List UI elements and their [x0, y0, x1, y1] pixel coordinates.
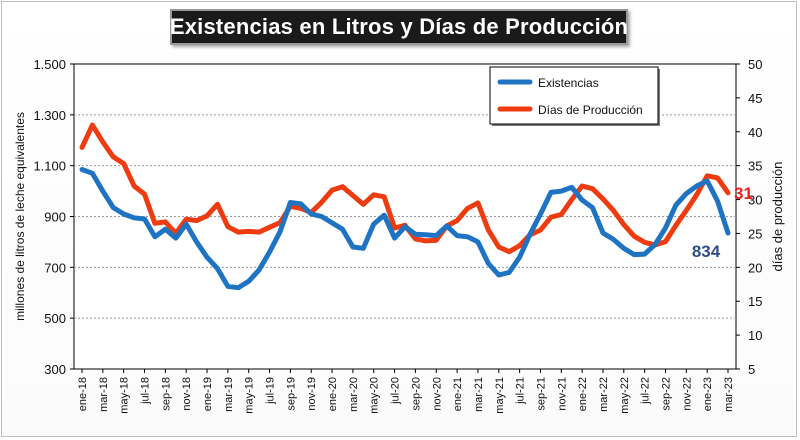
- y-left-tick-label: 700: [44, 260, 66, 275]
- y-right-tick-label: 5: [748, 362, 755, 377]
- end-label-existencias: 834: [692, 242, 721, 261]
- x-tick-label: nov-19: [306, 377, 318, 411]
- x-tick-label: ene-18: [77, 377, 89, 411]
- x-tick-label: may-19: [244, 377, 256, 414]
- x-tick-label: ene-23: [702, 377, 714, 411]
- x-tick-label: jul-21: [515, 377, 527, 405]
- chart-title: Existencias en Litros y Días de Producci…: [169, 14, 629, 39]
- y-left-tick-label: 900: [44, 210, 66, 225]
- x-tick-label: mar-23: [723, 377, 735, 412]
- x-tick-label: sep-22: [660, 377, 672, 411]
- y-right-tick-label: 20: [748, 260, 762, 275]
- x-tick-label: ene-22: [577, 377, 589, 411]
- x-tick-label: may-20: [369, 377, 381, 414]
- end-label-dias: 31: [734, 184, 753, 203]
- x-tick-label: may-18: [119, 377, 131, 414]
- x-tick-label: may-22: [619, 377, 631, 414]
- y-right-tick-label: 35: [748, 159, 762, 174]
- series-line-existencias: [79, 167, 731, 291]
- legend-label-existencias: Existencias: [538, 76, 599, 90]
- y-right-tick-label: 40: [748, 125, 762, 140]
- x-tick-label: sep-19: [285, 377, 297, 411]
- y-right-tick-label: 45: [748, 91, 762, 106]
- x-tick-label: mar-19: [223, 377, 235, 412]
- x-tick-label: nov-22: [681, 377, 693, 411]
- y-right-axis-title: días de producción: [770, 162, 785, 272]
- y-left-tick-label: 1.300: [33, 108, 66, 123]
- y-right-tick-label: 30: [748, 193, 762, 208]
- x-tick-label: jul-18: [140, 377, 152, 405]
- x-tick-label: nov-18: [181, 377, 193, 411]
- x-tick-label: sep-21: [535, 377, 547, 411]
- x-tick-label: jul-22: [640, 377, 652, 405]
- legend: [489, 66, 659, 125]
- y-left-axis-title: millones de litros de leche equivalentes: [13, 112, 27, 321]
- y-right-tick-label: 25: [748, 226, 762, 241]
- x-tick-label: mar-21: [473, 377, 485, 412]
- y-right-tick-label: 10: [748, 328, 762, 343]
- x-tick-label: nov-21: [556, 377, 568, 411]
- x-tick-label: jul-19: [265, 377, 277, 405]
- x-tick-label: ene-21: [452, 377, 464, 411]
- y-right-tick-label: 50: [748, 57, 762, 72]
- y-left-tick-label: 300: [44, 362, 66, 377]
- chart-title-box: Existencias en Litros y Días de Producci…: [170, 9, 628, 45]
- x-tick-label: sep-18: [160, 377, 172, 411]
- y-left-tick-label: 1.500: [33, 57, 66, 72]
- legend-label-dias: Días de Producción: [538, 103, 643, 117]
- y-right-tick-label: 15: [748, 294, 762, 309]
- x-tick-label: jul-20: [390, 377, 402, 405]
- x-tick-label: mar-20: [348, 377, 360, 412]
- x-tick-label: may-21: [494, 377, 506, 414]
- x-tick-label: sep-20: [410, 377, 422, 411]
- x-tick-label: nov-20: [431, 377, 443, 411]
- x-tick-label: mar-22: [598, 377, 610, 412]
- y-left-tick-label: 500: [44, 311, 66, 326]
- x-tick-label: ene-20: [327, 377, 339, 411]
- x-tick-label: ene-19: [202, 377, 214, 411]
- x-tick-label: mar-18: [98, 377, 110, 412]
- y-left-tick-label: 1.100: [33, 159, 66, 174]
